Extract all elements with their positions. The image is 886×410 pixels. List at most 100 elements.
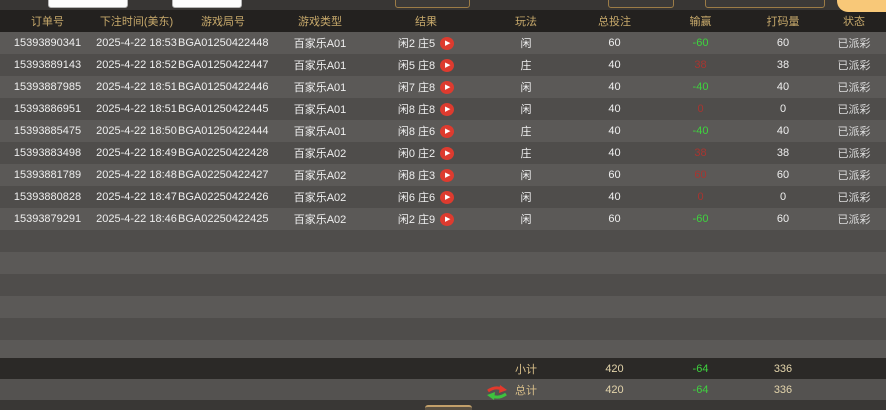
order-id-cell: 15393886951 (13, 103, 82, 115)
table-row: 15393887985 2025-4-22 18:51 BGA01250422446… (0, 76, 886, 98)
result-text: 闲8 庄8 (397, 104, 436, 116)
empty-row (0, 274, 886, 296)
column-header-status: 状态 (843, 16, 865, 28)
game-type-cell: 百家乐A01 (293, 60, 347, 72)
column-header-time: 下注时间(美东) (99, 16, 174, 28)
status-cell: 已派彩 (837, 60, 871, 72)
total-bet-cell: 60 (608, 169, 621, 181)
filter-select-1[interactable] (395, 0, 470, 8)
result-cell: 闲5 庄8 ▶ (372, 57, 480, 73)
status-cell: 已派彩 (837, 82, 871, 94)
replay-icon[interactable]: ▶ (440, 168, 455, 182)
search-button[interactable] (837, 0, 886, 12)
footer-bar (0, 400, 886, 410)
replay-icon[interactable]: ▶ (440, 36, 455, 50)
game-type-cell: 百家乐A01 (293, 126, 347, 138)
total-bet-cell: 40 (608, 81, 621, 93)
total-winloss: -64 (692, 383, 709, 396)
replay-icon[interactable]: ▶ (440, 124, 455, 138)
play-type-cell: 闲 (520, 170, 532, 182)
column-header-result: 结果 (415, 16, 437, 28)
table-row: 15393885475 2025-4-22 18:50 BGA01250422444… (0, 120, 886, 142)
column-header-win: 输赢 (689, 16, 712, 28)
result-cell: 闲8 庄3 ▶ (372, 167, 480, 183)
game-type-cell: 百家乐A02 (293, 170, 347, 182)
table-row: 15393879291 2025-4-22 18:46 BGA02250422425… (0, 208, 886, 230)
game-type-cell: 百家乐A01 (293, 104, 347, 116)
empty-row (0, 340, 886, 358)
table-body: 15393890341 2025-4-22 18:53 BGA01250422448… (0, 32, 886, 358)
column-header-round: 游戏局号 (201, 16, 245, 28)
bet-time-cell: 2025-4-22 18:52 (96, 59, 177, 71)
game-type-cell: 百家乐A02 (293, 192, 347, 204)
table-row: 15393890341 2025-4-22 18:53 BGA01250422448… (0, 32, 886, 54)
result-text: 闲2 庄9 (397, 214, 436, 226)
replay-icon[interactable]: ▶ (440, 146, 455, 160)
win-loss-cell: 0 (697, 103, 704, 115)
game-round-cell: BGA01250422447 (178, 59, 269, 71)
pagination-button[interactable] (425, 405, 472, 410)
result-text: 闲8 庄6 (397, 126, 436, 138)
play-type-cell: 闲 (520, 104, 532, 116)
order-id-cell: 15393885475 (13, 125, 82, 137)
total-bet-cell: 40 (608, 59, 621, 71)
swap-icon[interactable] (486, 384, 508, 403)
win-loss-cell: -40 (692, 125, 709, 137)
result-cell: 闲7 庄8 ▶ (372, 79, 480, 95)
subtotal-label: 小计 (515, 363, 537, 376)
game-round-cell: BGA01250422444 (178, 125, 269, 137)
order-id-cell: 15393881789 (13, 169, 82, 181)
order-id-cell: 15393889143 (13, 59, 82, 71)
total-bet: 420 (605, 383, 624, 396)
play-type-cell: 庄 (520, 60, 532, 72)
status-cell: 已派彩 (837, 104, 871, 116)
table-row: 15393880828 2025-4-22 18:47 BGA02250422426… (0, 186, 886, 208)
filter-select-2[interactable] (608, 0, 674, 8)
empty-row (0, 230, 886, 252)
turnover-cell: 40 (776, 125, 790, 137)
turnover-cell: 0 (779, 191, 787, 203)
total-bet-cell: 60 (608, 213, 621, 225)
replay-icon[interactable]: ▶ (440, 58, 455, 72)
total-bet-cell: 40 (608, 103, 621, 115)
total-bet-cell: 40 (608, 191, 621, 203)
column-header-type: 游戏类型 (298, 16, 342, 28)
result-cell: 闲2 庄9 ▶ (372, 211, 480, 227)
result-cell: 闲6 庄6 ▶ (372, 189, 480, 205)
order-id-cell: 15393890341 (13, 37, 82, 49)
game-type-cell: 百家乐A02 (293, 214, 347, 226)
replay-icon[interactable]: ▶ (440, 212, 455, 226)
order-id-cell: 15393883498 (13, 147, 82, 159)
win-loss-cell: -60 (692, 37, 709, 49)
turnover-cell: 0 (779, 103, 787, 115)
total-spacer (0, 379, 480, 400)
status-cell: 已派彩 (837, 126, 871, 138)
game-round-cell: BGA01250422446 (178, 81, 269, 93)
table-header: 订单号 下注时间(美东) 游戏局号 游戏类型 结果 玩法 总投注 输赢 打码量 状态 (0, 10, 886, 32)
turnover-cell: 60 (776, 37, 790, 49)
win-loss-cell: 38 (694, 147, 707, 159)
play-type-cell: 庄 (520, 126, 532, 138)
subtotal-bet: 420 (605, 362, 624, 375)
table-row: 15393889143 2025-4-22 18:52 BGA01250422447… (0, 54, 886, 76)
game-round-cell: BGA02250422427 (178, 169, 269, 181)
total-label: 总计 (515, 384, 537, 397)
replay-icon[interactable]: ▶ (440, 190, 455, 204)
empty-row (0, 252, 886, 274)
order-id-cell: 15393887985 (13, 81, 82, 93)
result-cell: 闲0 庄2 ▶ (372, 145, 480, 161)
result-text: 闲6 庄6 (397, 192, 436, 204)
result-text: 闲5 庄8 (397, 60, 436, 72)
filter-bar (0, 0, 886, 12)
result-text: 闲8 庄3 (397, 170, 436, 182)
column-header-order: 订单号 (31, 16, 64, 28)
filter-select-3[interactable] (705, 0, 825, 8)
game-round-cell: BGA02250422426 (178, 191, 269, 203)
filter-input-2[interactable] (172, 0, 242, 8)
total-bet-cell: 40 (608, 147, 621, 159)
total-bet-cell: 40 (608, 125, 621, 137)
replay-icon[interactable]: ▶ (440, 80, 455, 94)
replay-icon[interactable]: ▶ (440, 102, 455, 116)
filter-input-1[interactable] (48, 0, 128, 8)
order-id-cell: 15393879291 (13, 213, 82, 225)
